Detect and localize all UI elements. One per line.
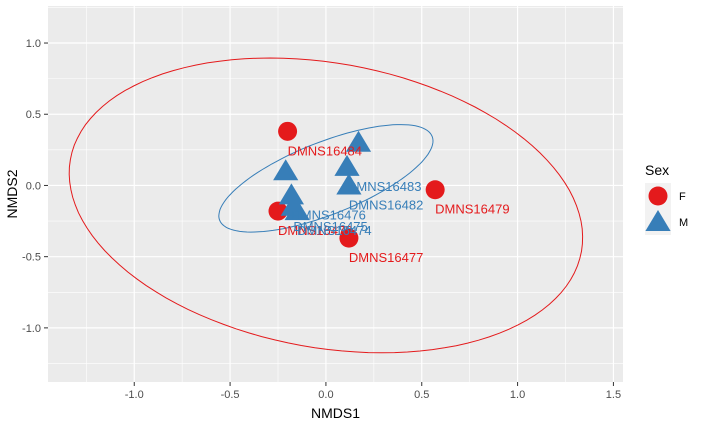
x-tick-label: 1.5 <box>606 389 621 401</box>
female-point <box>339 228 359 248</box>
point-label: DMNS16478 <box>278 223 352 238</box>
legend-key-circle-icon <box>648 186 668 206</box>
point-label: DMNS16475 <box>293 219 367 234</box>
point-label: DMNS16479 <box>435 202 509 217</box>
ellipse-f <box>68 57 584 354</box>
female-point <box>278 121 298 141</box>
legend: Sex F M <box>645 162 688 235</box>
male-point <box>278 183 304 205</box>
major-gridlines <box>48 6 623 382</box>
male-point <box>336 173 362 195</box>
legend-label: F <box>679 191 686 203</box>
x-tick-label: -1.0 <box>125 389 144 401</box>
x-tick-label: 0.0 <box>318 389 333 401</box>
point-labels: DMNS16484 DMNS16478 DMNS16477 DMNS16479 DMNS… <box>278 143 510 265</box>
ellipse-m <box>218 124 434 233</box>
y-axis-title: NMDS2 <box>4 169 20 218</box>
legend-title: Sex <box>645 162 669 178</box>
y-axis: -1.0 -0.5 0.0 0.5 1.0 <box>22 38 48 335</box>
female-point <box>425 180 445 200</box>
plot-panel <box>48 6 623 382</box>
male-point <box>345 130 372 152</box>
point-label: DMNS16476 <box>291 207 365 222</box>
x-axis: -1.0 -0.5 0.0 0.5 1.0 1.5 <box>125 382 621 401</box>
x-tick-label: 1.0 <box>510 389 525 401</box>
x-tick-label: 0.5 <box>414 389 429 401</box>
x-axis-title: NMDS1 <box>311 405 360 421</box>
female-point <box>268 201 288 221</box>
male-point <box>273 159 299 181</box>
point-label: DMNS16484 <box>288 143 362 158</box>
point-label: DMNS16474 <box>297 223 371 238</box>
legend-label: M <box>679 217 688 229</box>
legend-key-triangle-icon <box>645 210 671 231</box>
male-point <box>280 194 306 216</box>
y-tick-label: 0.0 <box>26 180 41 192</box>
data-points <box>268 121 445 248</box>
male-point <box>334 154 360 176</box>
point-label: DMNS16482 <box>349 197 423 212</box>
y-tick-label: 1.0 <box>26 38 41 50</box>
x-tick-label: -0.5 <box>221 389 240 401</box>
point-label: DMNS16483 <box>347 179 421 194</box>
confidence-ellipses <box>68 57 584 354</box>
minor-gridlines <box>48 6 623 382</box>
y-tick-label: -0.5 <box>22 252 41 264</box>
y-tick-label: 0.5 <box>26 109 41 121</box>
y-tick-label: -1.0 <box>22 323 41 335</box>
point-label: DMNS16477 <box>349 250 423 265</box>
